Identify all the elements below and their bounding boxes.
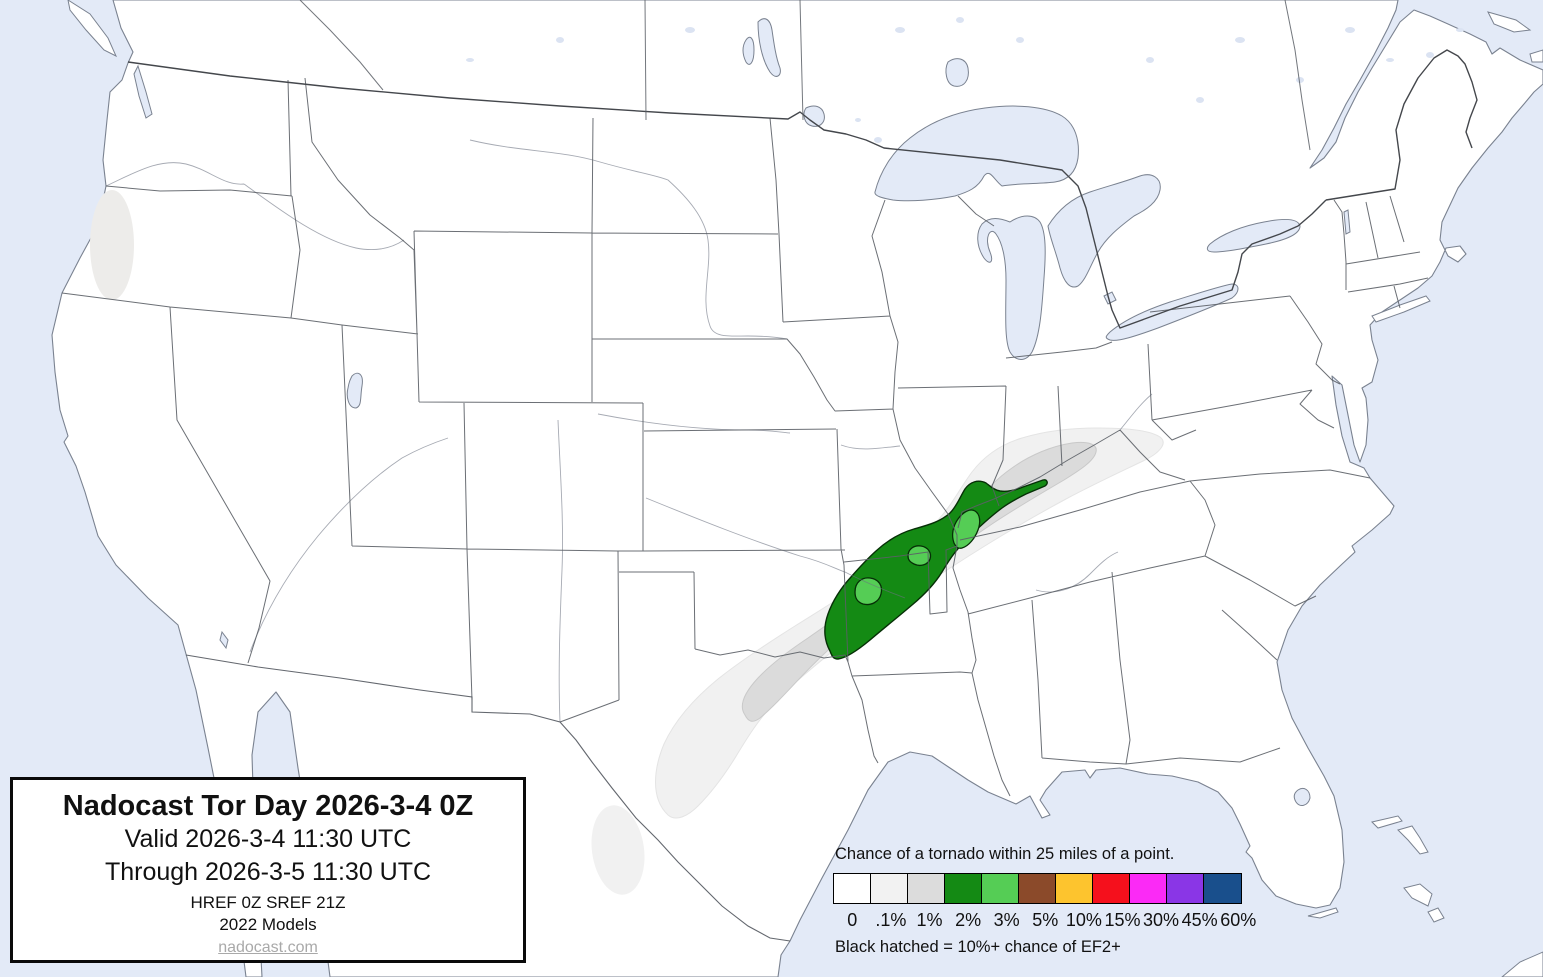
legend-title: Chance of a tornado within 25 miles of a… (835, 845, 1175, 863)
lakes (133, 18, 1351, 806)
legend-label: 10% (1065, 910, 1102, 930)
legend-swatch-2 (944, 873, 983, 904)
legend-label: 1% (916, 910, 943, 930)
through-line: Through 2026-3-5 11:30 UTC (104, 858, 432, 886)
islands (67, 0, 1543, 977)
legend-label: 45% (1181, 910, 1218, 930)
cuba-coast (1501, 951, 1543, 977)
nadocast-link[interactable]: nadocast.com (218, 939, 318, 956)
legend-swatch-10 (1055, 873, 1094, 904)
faint-coastal-shading (90, 190, 134, 300)
info-box: Nadocast Tor Day 2026-3-4 0Z Valid 2026-… (10, 777, 526, 963)
bahamas-island (1371, 815, 1403, 829)
legend-label: 0 (847, 910, 858, 930)
lake-manitoba (742, 36, 755, 65)
lake-st-clair (1103, 291, 1117, 305)
bahamas-island (1397, 825, 1429, 855)
lake-superior (874, 105, 1079, 202)
contour-3pct-group (854, 509, 981, 606)
legend-label: .1% (875, 910, 907, 930)
legend-swatch-0.1 (870, 873, 909, 904)
vancouver-island (67, 0, 118, 58)
bahamas-island (1403, 883, 1433, 907)
legend-swatch-45 (1166, 873, 1205, 904)
long-island (1371, 295, 1431, 323)
canada-province-borders (299, 0, 1311, 151)
canada-border (127, 49, 1478, 329)
legend-label: 5% (1032, 910, 1059, 930)
legend-label: 15% (1104, 910, 1141, 930)
legend-label: 60% (1220, 910, 1257, 930)
puget-sound (133, 64, 153, 119)
legend-label-row: 0 .1% 1% 2% 3% 5% 10% 15% 30% 45% 60% (833, 910, 1258, 931)
legend-label: 3% (993, 910, 1020, 930)
florida-keys (1307, 907, 1339, 919)
lake-huron (1047, 174, 1161, 288)
legend-swatch-3 (981, 873, 1020, 904)
lake-nipigon (945, 58, 969, 87)
state-borders (61, 77, 1429, 797)
small-lakes (466, 17, 1464, 143)
lake-winnipeg (757, 18, 781, 77)
legend-swatch-row (833, 873, 1258, 904)
legend-hatched-note: Black hatched = 10%+ chance of EF2+ (835, 938, 1121, 956)
legend-swatch-30 (1129, 873, 1168, 904)
legend-swatch-60 (1203, 873, 1242, 904)
lake-okeechobee (1293, 787, 1311, 806)
prince-edward-island (1529, 49, 1543, 63)
lake-of-the-woods (803, 105, 825, 127)
legend-swatch-5 (1018, 873, 1057, 904)
contour-3pct-sw (854, 577, 883, 606)
great-salt-lake (346, 372, 363, 409)
lake-michigan (977, 215, 1046, 360)
legend-swatch-0 (833, 873, 872, 904)
mexico-border (185, 654, 791, 942)
contour-3pct-ne (951, 509, 981, 549)
lake-champlain (1343, 209, 1351, 235)
bahamas-island (1427, 907, 1445, 923)
model-line-1: HREF 0Z SREF 21Z (190, 893, 346, 912)
contour-0p1pct-texas-blob (591, 805, 645, 895)
legend-swatch-1 (907, 873, 946, 904)
contour-3pct-mid (907, 545, 932, 566)
valid-line: Valid 2026-3-4 11:30 UTC (124, 825, 412, 853)
forecast-title: Nadocast Tor Day 2026-3-4 0Z (62, 790, 474, 822)
legend-swatch-15 (1092, 873, 1131, 904)
salton-sea (219, 630, 229, 650)
lake-ontario (1206, 218, 1301, 253)
model-line-2: 2022 Models (219, 915, 317, 934)
legend-label: 2% (955, 910, 982, 930)
probability-legend: Chance of a tornado within 25 miles of a… (833, 845, 1273, 957)
anticosti-island (1487, 11, 1532, 33)
legend-label: 30% (1143, 910, 1180, 930)
